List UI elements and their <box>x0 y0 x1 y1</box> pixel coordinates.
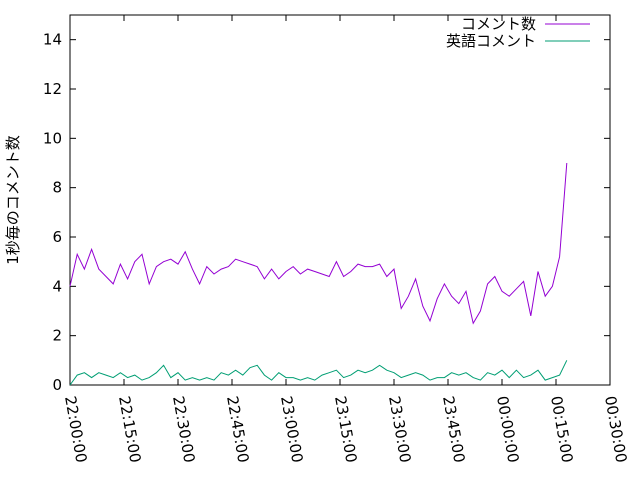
plot-border <box>69 14 611 386</box>
x-tick-label: 22:15:00 <box>115 395 144 464</box>
x-tick-label: 22:00:00 <box>61 395 90 464</box>
series-line <box>69 360 568 386</box>
x-tick-label: 23:30:00 <box>385 395 414 464</box>
y-tick-label: 14 <box>43 31 62 49</box>
y-tick-label: 12 <box>43 80 62 98</box>
x-tick-label: 23:00:00 <box>277 395 306 464</box>
y-tick-label: 2 <box>52 327 62 345</box>
x-tick-label: 00:00:00 <box>493 395 522 464</box>
legend-label: 英語コメント <box>446 32 536 50</box>
y-tick-label: 10 <box>43 129 62 147</box>
series-line <box>69 162 568 325</box>
x-tick-label: 22:30:00 <box>169 395 198 464</box>
x-tick-label: 00:30:00 <box>601 395 630 464</box>
x-tick-label: 23:15:00 <box>331 395 360 464</box>
y-tick-label: 4 <box>52 277 62 295</box>
x-tick-label: 00:15:00 <box>547 395 576 464</box>
y-tick-label: 0 <box>52 376 62 394</box>
y-tick-label: 8 <box>52 179 62 197</box>
x-tick-label: 22:45:00 <box>223 395 252 464</box>
legend-label: コメント数 <box>461 15 536 33</box>
y-tick-label: 6 <box>52 228 62 246</box>
x-tick-label: 23:45:00 <box>439 395 468 464</box>
y-axis-label: 1秒毎のコメント数 <box>4 135 22 265</box>
